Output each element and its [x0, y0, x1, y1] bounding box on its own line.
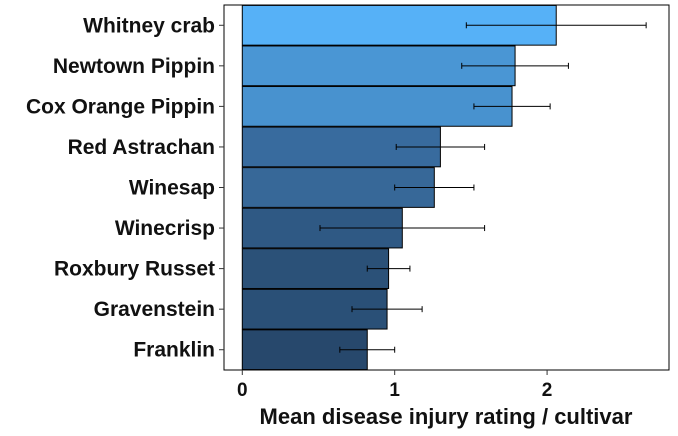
category-label: Red Astrachan: [68, 136, 215, 159]
error-bars-layer: [319, 22, 647, 353]
error-bar: [473, 103, 551, 110]
category-label: Cox Orange Pippin: [26, 95, 215, 118]
error-bar: [339, 346, 396, 353]
x-tick-label: 0: [237, 380, 248, 401]
category-label: Franklin: [133, 339, 215, 362]
x-tick-label: 2: [542, 380, 553, 401]
error-bar: [366, 265, 411, 272]
error-bar: [461, 62, 569, 69]
category-axis: Whitney crab Newtown Pippin Cox Orange Pip…: [26, 14, 224, 362]
bar: [241, 248, 390, 289]
error-bar: [465, 22, 647, 29]
category-label: Winesap: [129, 177, 215, 200]
value-axis: 0 1 2: [237, 370, 552, 401]
error-bar: [351, 306, 423, 313]
error-bar: [395, 143, 486, 150]
category-label: Gravenstein: [94, 298, 215, 321]
category-label: Winecrisp: [115, 217, 215, 240]
bar: [241, 86, 513, 127]
error-bar: [394, 184, 475, 191]
x-tick-label: 1: [389, 380, 400, 401]
x-axis-title: Mean disease injury rating / cultivar: [260, 404, 633, 429]
category-label: Newtown Pippin: [53, 55, 215, 78]
bar: [241, 288, 388, 330]
category-label: Roxbury Russet: [54, 258, 215, 281]
error-bar: [319, 225, 486, 232]
category-label: Whitney crab: [83, 14, 215, 37]
